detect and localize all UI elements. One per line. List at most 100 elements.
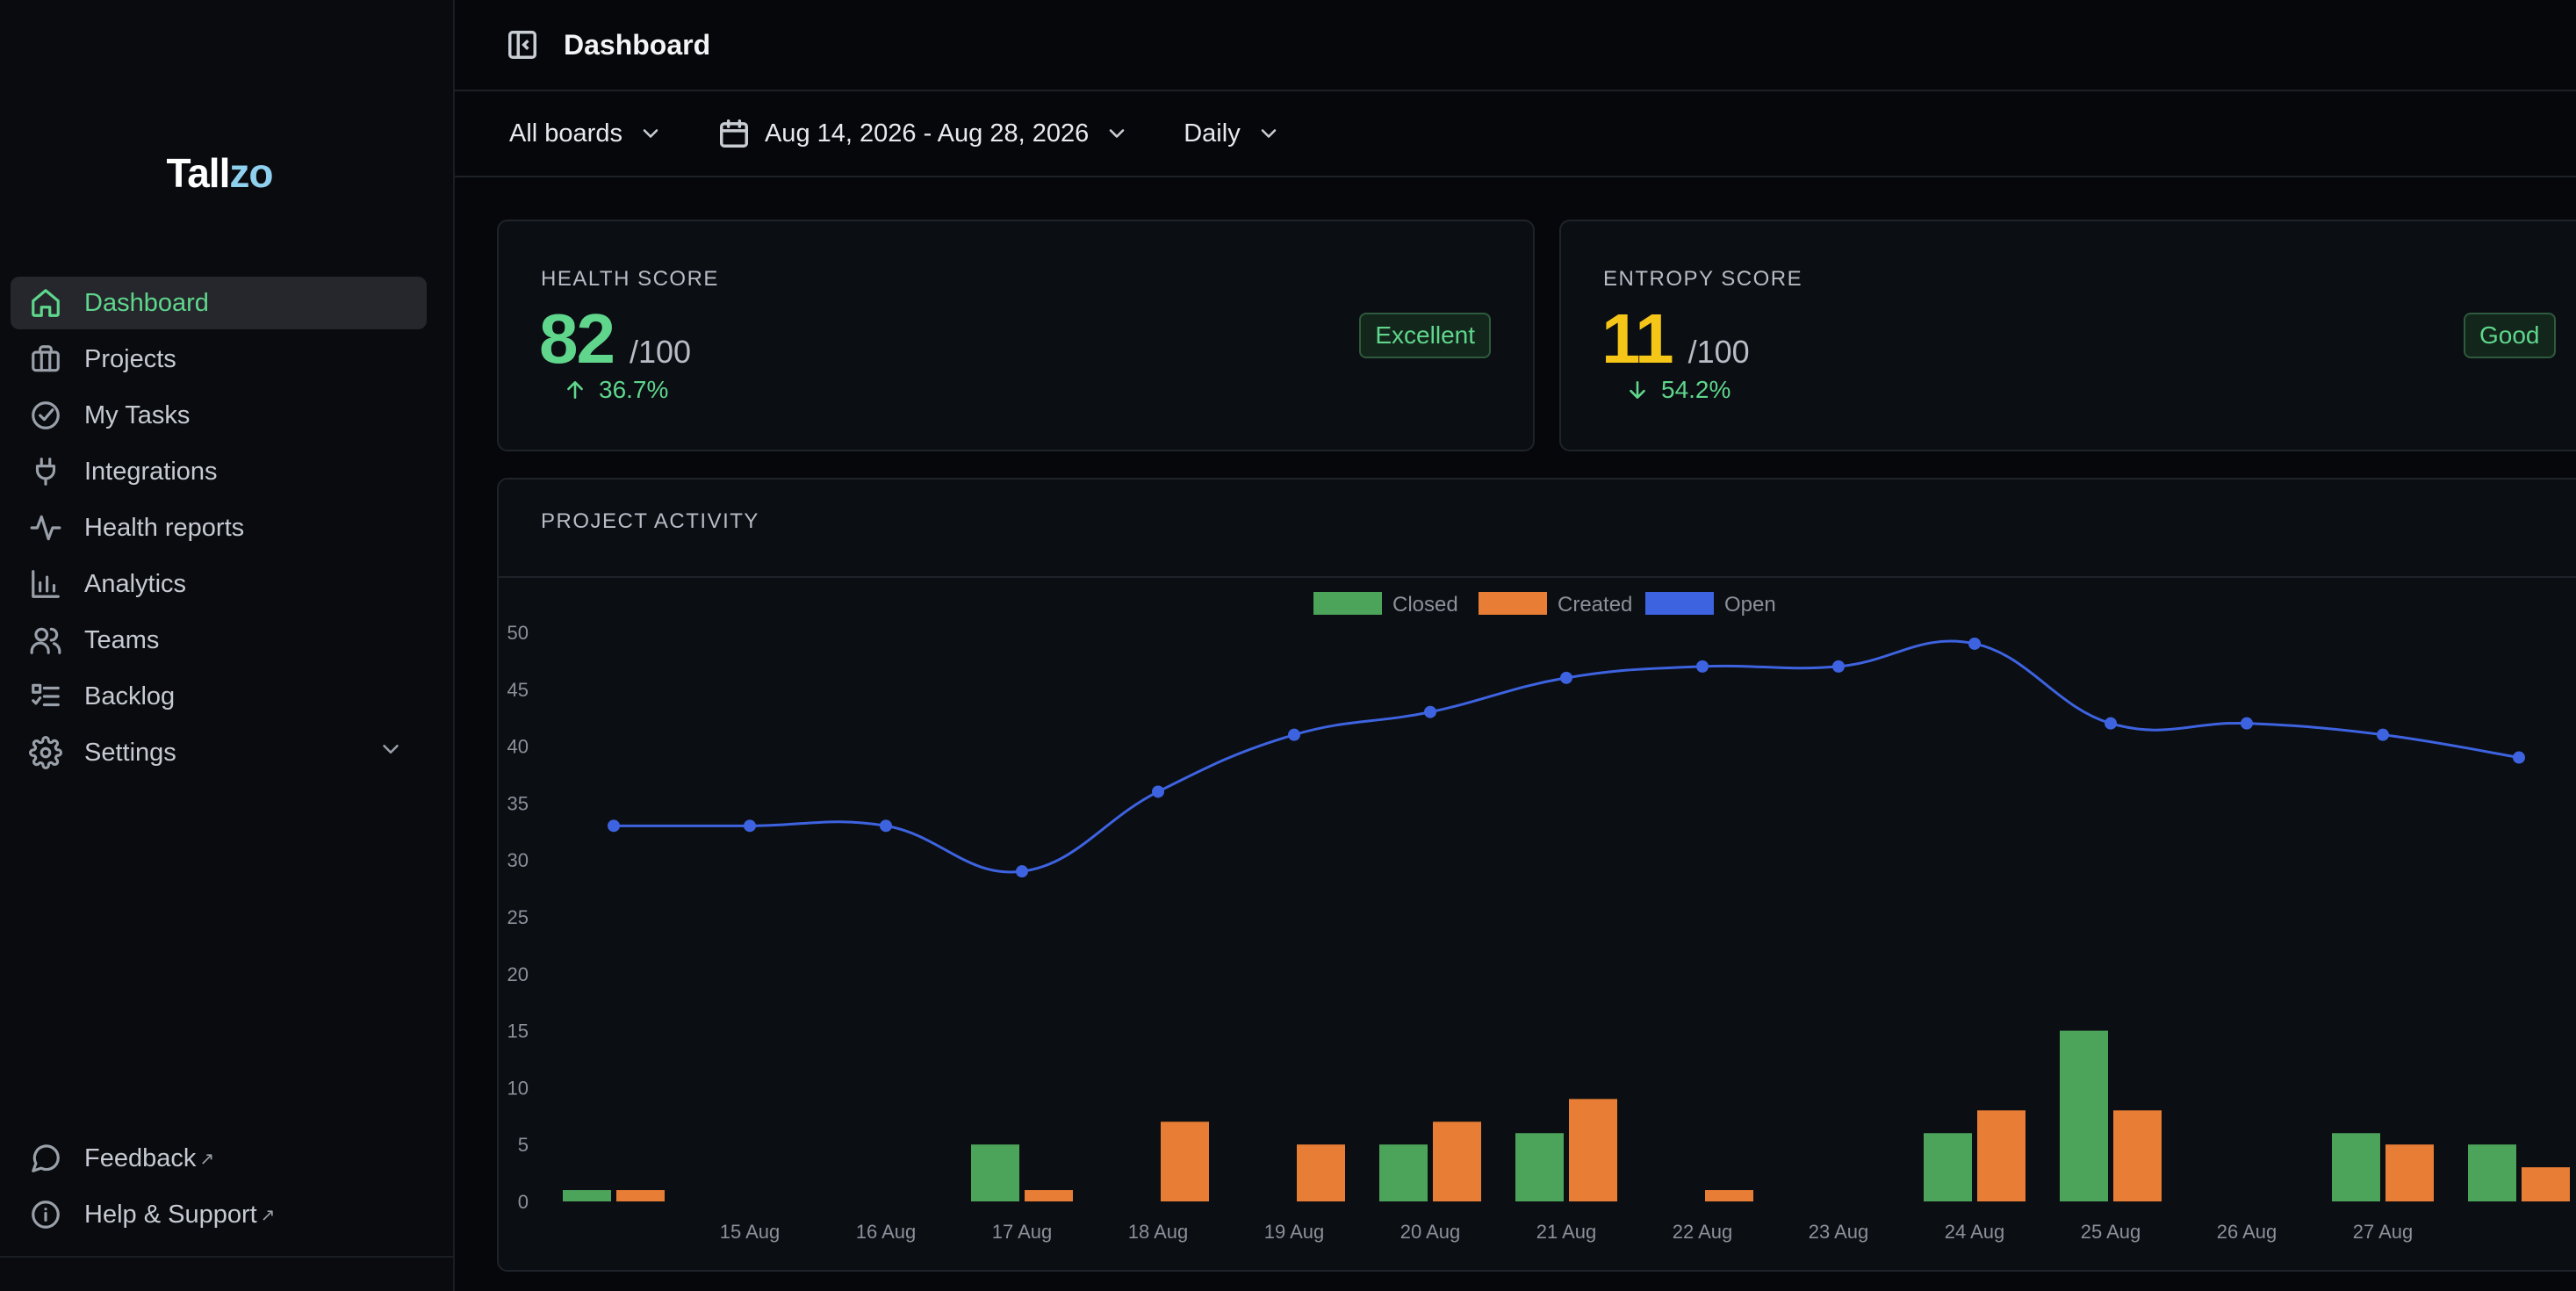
bar-created (2522, 1167, 2570, 1201)
list-icon (28, 679, 63, 714)
health-score-number: 82 (539, 299, 615, 378)
arrow-down-icon (1630, 381, 1645, 399)
bar-created (2385, 1144, 2434, 1201)
bar-chart-icon (28, 566, 63, 602)
bar-created (1433, 1122, 1481, 1201)
home-icon (28, 285, 63, 321)
bar-closed (2332, 1133, 2380, 1201)
point-open (1288, 728, 1300, 741)
external-link-icon: ↗ (199, 1149, 215, 1169)
health-score-trend: 36.7% (564, 376, 668, 404)
sidebar-item-dashboard[interactable]: Dashboard (11, 277, 427, 329)
sidebar: Tallzo Dashboard Projects My Tasks Integ… (0, 0, 455, 1291)
arrow-up-icon (567, 381, 583, 399)
entropy-score-label: ENTROPY SCORE (1603, 267, 1803, 291)
x-tick-label: 24 Aug (1945, 1221, 2005, 1243)
health-score-value: 82 /100 (539, 299, 691, 379)
x-tick-label: 20 Aug (1400, 1221, 1461, 1243)
plug-icon (28, 454, 63, 489)
activity-icon (28, 510, 63, 545)
app-logo: Tallzo (166, 150, 274, 196)
sidebar-item-integrations[interactable]: Integrations (11, 445, 427, 498)
page-title: Dashboard (564, 28, 711, 61)
x-tick-label: 17 Aug (992, 1221, 1053, 1243)
y-tick-label: 40 (507, 736, 529, 758)
y-tick-label: 25 (507, 906, 529, 928)
point-open (1968, 637, 1981, 650)
chevron-down-icon (1109, 129, 1125, 138)
chevron-down-icon[interactable] (378, 736, 404, 769)
sidebar-item-teams[interactable]: Teams (11, 614, 427, 667)
bar-created (1161, 1122, 1209, 1201)
legend-label-closed: Closed (1392, 593, 1458, 617)
entropy-score-denominator: /100 (1687, 334, 1750, 370)
entropy-score-trend: 54.2% (1626, 376, 1731, 404)
sidebar-item-label: Projects (84, 344, 176, 373)
calendar-icon (719, 119, 748, 148)
sidebar-item-label: Dashboard (84, 288, 209, 317)
filter-bar: All boards Aug 14, 2026 - Aug 28, 2026 D… (455, 91, 2576, 177)
health-score-denominator: /100 (629, 334, 692, 370)
bar-closed (971, 1144, 1019, 1201)
health-score-change: 36.7% (599, 376, 669, 403)
bar-created (1025, 1190, 1073, 1201)
health-score-card: HEALTH SCORE 82 /100 36.7% Excellent (497, 220, 1535, 451)
message-circle-icon (28, 1141, 63, 1176)
date-range-picker[interactable]: Aug 14, 2026 - Aug 28, 2026 (717, 117, 1129, 150)
x-tick-label: 16 Aug (856, 1221, 917, 1243)
x-tick-label: 21 Aug (1536, 1221, 1597, 1243)
help-support-link[interactable]: Help & Support ↗ (11, 1188, 427, 1241)
bar-created (616, 1190, 665, 1201)
point-open (2377, 728, 2389, 741)
y-tick-label: 50 (507, 622, 529, 644)
granularity-value: Daily (1184, 119, 1241, 148)
x-tick-label: 23 Aug (1809, 1221, 1869, 1243)
sidebar-toggle-icon[interactable] (506, 28, 539, 61)
sidebar-item-projects[interactable]: Projects (11, 333, 427, 386)
status-badge: Excellent (1359, 313, 1491, 358)
status-badge: Good (2464, 313, 2556, 358)
x-tick-label: 19 Aug (1264, 1221, 1325, 1243)
project-activity-chart: 0 5 10 15 20 25 30 35 40 45 50 15 Aug 16 Aug 17 Aug 18… (507, 592, 2570, 1243)
sidebar-item-health-reports[interactable]: Health reports (11, 501, 427, 554)
info-icon (28, 1197, 63, 1232)
point-open (1016, 865, 1028, 878)
point-open (1696, 660, 1709, 673)
legend-swatch-open (1645, 592, 1714, 615)
sidebar-item-backlog[interactable]: Backlog (11, 670, 427, 723)
point-open (1424, 705, 1436, 718)
project-activity-label: PROJECT ACTIVITY (541, 509, 759, 533)
point-open (880, 819, 892, 833)
point-open (1152, 785, 1164, 798)
bar-created (1977, 1110, 2026, 1201)
point-open (2241, 717, 2253, 730)
legend-swatch-created (1479, 592, 1547, 615)
bar-closed (1924, 1133, 1972, 1201)
x-tick-label: 15 Aug (720, 1221, 781, 1243)
divider (0, 1256, 453, 1258)
point-open (2513, 751, 2525, 764)
sidebar-item-label: Health reports (84, 513, 245, 542)
x-tick-label: 25 Aug (2081, 1221, 2141, 1243)
y-tick-label: 45 (507, 679, 529, 701)
sidebar-item-my-tasks[interactable]: My Tasks (11, 389, 427, 442)
x-tick-label: 26 Aug (2217, 1221, 2277, 1243)
sidebar-item-settings[interactable]: Settings (11, 726, 427, 779)
entropy-score-value: 11 /100 (1601, 299, 1750, 379)
external-link-icon: ↗ (260, 1205, 276, 1225)
feedback-link[interactable]: Feedback ↗ (11, 1132, 427, 1185)
bar-closed (563, 1190, 611, 1201)
bar-closed (1379, 1144, 1428, 1201)
legend-label-open: Open (1724, 593, 1776, 617)
board-select[interactable]: All boards (509, 119, 663, 148)
board-select-value: All boards (509, 119, 622, 148)
sidebar-item-analytics[interactable]: Analytics (11, 558, 427, 610)
check-circle-icon (28, 398, 63, 433)
legend-label-created: Created (1558, 593, 1632, 617)
users-icon (28, 623, 63, 658)
date-range-value: Aug 14, 2026 - Aug 28, 2026 (764, 119, 1090, 148)
bar-created (1297, 1144, 1345, 1201)
chevron-down-icon (643, 129, 658, 138)
granularity-select[interactable]: Daily (1184, 119, 1280, 148)
briefcase-icon (28, 342, 63, 377)
